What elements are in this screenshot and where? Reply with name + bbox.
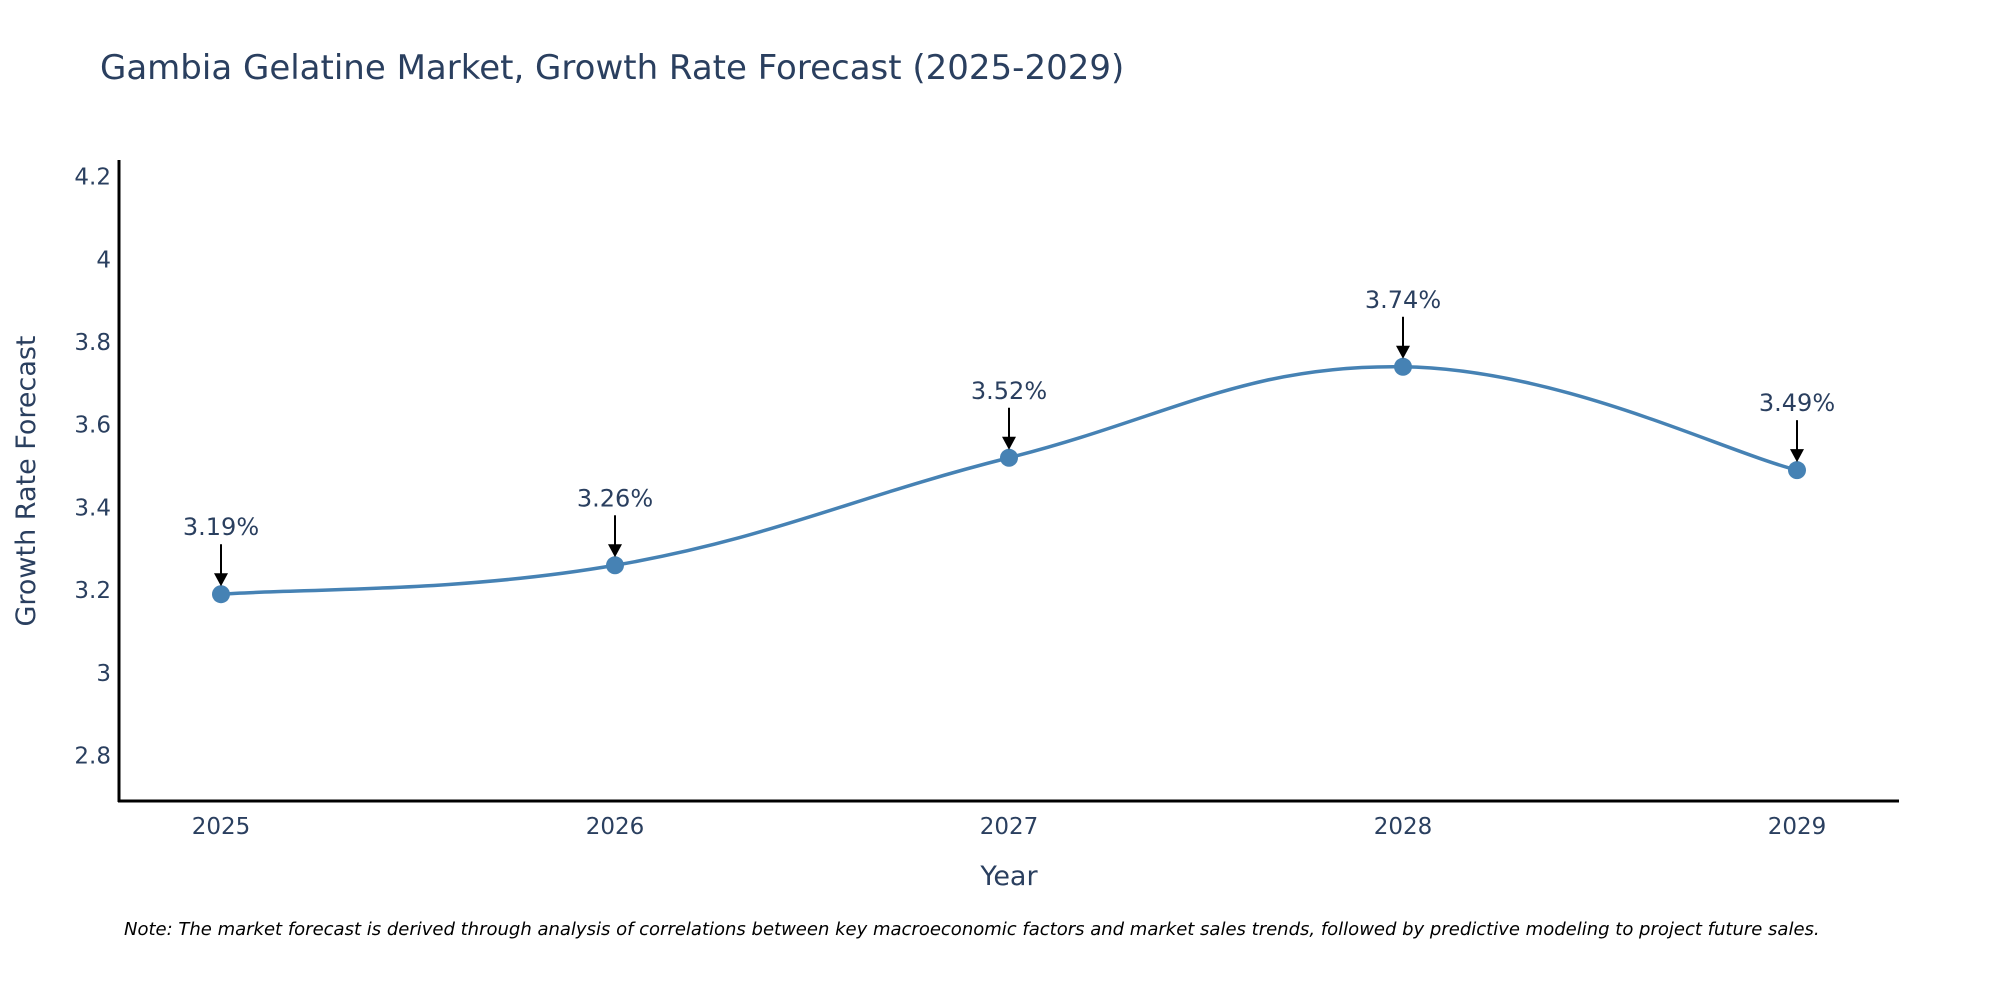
y-tick-label: 3 <box>96 661 111 687</box>
chart-title: Gambia Gelatine Market, Growth Rate Fore… <box>100 48 1124 88</box>
x-tick-label: 2029 <box>1768 814 1827 840</box>
x-axis-ticks: 2025 2026 2027 2028 2029 <box>192 814 1827 840</box>
data-point-marker <box>212 585 230 604</box>
annotation-arrow-head <box>1790 449 1804 463</box>
y-tick-label: 3.6 <box>74 413 111 439</box>
data-label: 3.49% <box>1759 389 1835 417</box>
annotation-arrow-head <box>214 573 228 587</box>
data-point-marker <box>1000 448 1018 467</box>
y-tick-label: 3.2 <box>74 578 111 604</box>
data-point-marker <box>1788 461 1806 480</box>
y-tick-label: 3.8 <box>74 330 111 356</box>
x-axis-title: Year <box>979 861 1038 892</box>
y-tick-label: 4 <box>96 247 111 273</box>
data-label: 3.26% <box>577 484 653 512</box>
y-tick-label: 4.2 <box>74 165 111 191</box>
y-tick-label: 3.4 <box>74 495 111 521</box>
data-label: 3.19% <box>183 513 259 541</box>
y-tick-label: 2.8 <box>74 744 111 770</box>
data-point-marker <box>1394 357 1412 376</box>
data-label: 3.52% <box>971 377 1047 405</box>
footnote: Note: The market forecast is derived thr… <box>124 919 1820 940</box>
data-annotations: 3.19% 3.26% 3.52% 3.74% 3.49% <box>183 286 1835 587</box>
annotation-arrow-head <box>608 544 622 558</box>
x-tick-label: 2025 <box>192 814 251 840</box>
x-tick-label: 2027 <box>980 814 1039 840</box>
data-label: 3.74% <box>1365 286 1441 314</box>
annotation-arrow-head <box>1002 436 1016 450</box>
data-point-marker <box>606 556 624 575</box>
x-tick-label: 2028 <box>1374 814 1433 840</box>
y-axis-title: Growth Rate Forecast <box>11 335 42 626</box>
data-markers <box>212 357 1806 604</box>
annotation-arrow-head <box>1396 345 1410 359</box>
x-tick-label: 2026 <box>586 814 645 840</box>
y-axis-ticks: 2.8 3 3.2 3.4 3.6 3.8 4 4.2 <box>74 165 111 770</box>
